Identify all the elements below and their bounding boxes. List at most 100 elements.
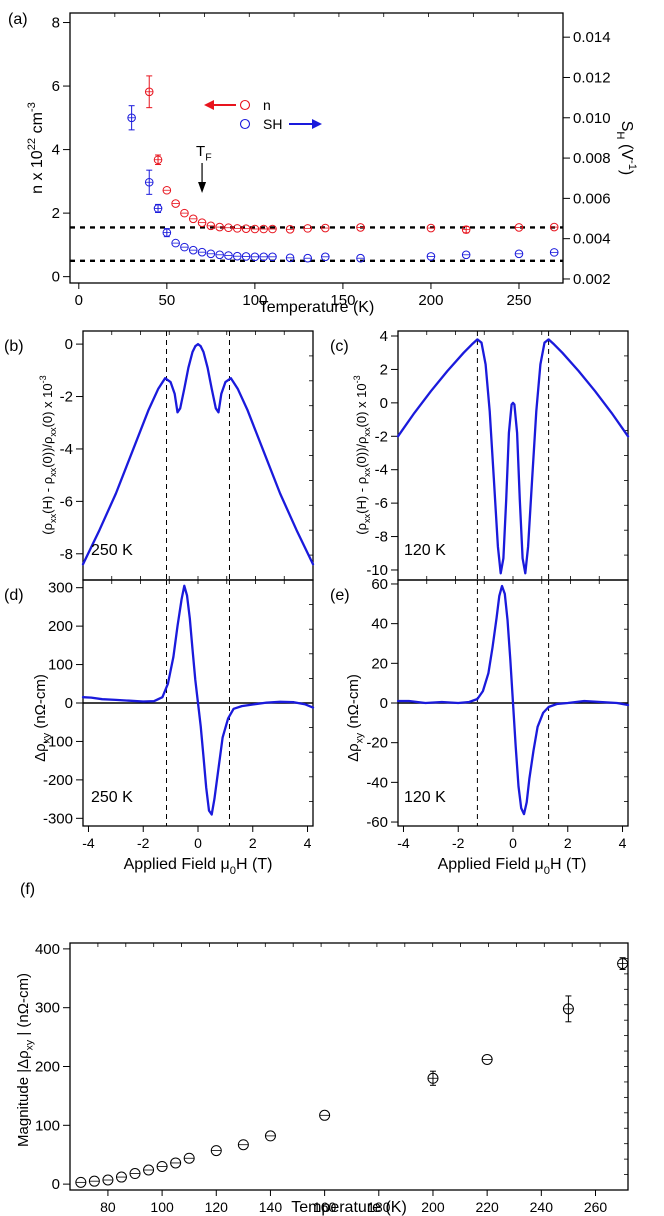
panel-a-x-tick-label: 50 [158,292,175,309]
panel-e-temperature-label: 120 K [404,789,446,806]
panel-f-x-tick-label: 120 [205,1199,229,1215]
panel-c-y-tick-label: -4 [375,462,388,479]
panel-e-y-tick-label: -40 [366,774,388,791]
panel-d-x-tick-label: 4 [304,835,312,851]
panel-d-x-tick-label: 2 [249,835,257,851]
panel-b-y-tick-label: 0 [65,336,73,353]
panel-d-y-axis-label: Δρxy (nΩ-cm) [32,674,53,762]
panel-e-y-tick-label: 0 [380,695,388,712]
panel-c-y-tick-label: -10 [366,562,388,579]
panel-e-x-axis-label: Applied Field μ0H (T) [438,856,587,877]
panel-e-x-tick-label: -4 [397,835,410,851]
panel-f-label: (f) [20,881,35,898]
panel-a-x-axis-label: Temperature (K) [259,299,375,316]
panel-a-y-axis-label: n x 1022 cm-3 [26,102,46,194]
panel-e-y-tick-label: 20 [371,655,388,672]
panel-d-x-tick-label: 0 [194,835,202,851]
panel-d-y-tick-label: 200 [48,618,73,635]
panel-e-y-tick-label: 40 [371,616,388,633]
panel-a-y-tick-label: 8 [52,15,60,32]
panel-e-curve [396,584,630,816]
panel-d-x-tick-label: -2 [137,835,150,851]
panel-f-x-tick-label: 80 [100,1199,116,1215]
panel-d-y-tick-label: 300 [48,580,73,597]
panel-c-temperature-label: 120 K [404,542,446,559]
panel-f-x-tick-label: 140 [259,1199,283,1215]
panel-a-y-tick-label: 0 [52,269,60,286]
panel-a-frame [69,12,564,284]
panel-e-x-tick-label: 4 [619,835,627,851]
panel-c-y-tick-label: 4 [380,328,388,345]
panel-a-y2-tick-label: 0.006 [573,190,611,207]
panel-f-y-tick-label: 100 [35,1117,60,1134]
panel-f-y-axis-label: Magnitude |Δρxy | (nΩ-cm) [15,973,36,1147]
legend-n-arrowhead [204,100,214,110]
panel-c-label: (c) [330,338,349,355]
panel-d-x-axis-label: Applied Field μ0H (T) [124,856,273,877]
panel-a-y2-tick-label: 0.014 [573,29,611,46]
panel-e-y-tick-label: -60 [366,814,388,831]
panel-a-y2-tick-label: 0.002 [573,271,611,288]
legend-n-label: n [263,97,271,113]
panel-b-y-axis-label: (ρxx(H) - ρxx(0))/ρxx(0) x 10-3 [38,375,58,534]
panel-b-y-tick-label: -4 [60,441,73,458]
panel-c-y-axis-label: (ρxx(H) - ρxx(0))/ρxx(0) x 10-3 [352,375,372,534]
panel-f-x-tick-label: 260 [584,1199,608,1215]
panel-b-y-tick-label: -2 [60,389,73,406]
panel-e-x-tick-label: -2 [452,835,465,851]
panel-f-x-tick-label: 220 [475,1199,499,1215]
panel-a-annotation: TF [196,143,212,164]
panel-c-y-tick-label: -6 [375,495,388,512]
panel-f-y-tick-label: 300 [35,1000,60,1017]
panel-f-x-axis-label: Temperature (K) [291,1199,407,1216]
legend-n-marker [239,99,251,111]
panel-f-x-tick-label: 200 [421,1199,445,1215]
panel-b-y-tick-label: -8 [60,546,73,563]
panel-a-y2-axis-label: SH (V-1) [614,121,638,176]
panel-c-curve [396,338,630,575]
panel-a-y-tick-label: 6 [52,78,60,95]
panel-a-y2-tick-label: 0.010 [573,110,611,127]
panel-e-label: (e) [330,587,350,604]
panel-a-y2-tick-label: 0.012 [573,69,611,86]
panel-d-y-tick-label: -200 [43,772,73,789]
panel-c-y-tick-label: 0 [380,395,388,412]
panel-d-y-tick-label: 0 [65,695,73,712]
panel-d-y-tick-label: -100 [43,733,73,750]
panel-e-y-axis-label: Δρxy (nΩ-cm) [345,674,366,762]
panel-a-x-tick-label: 100 [242,292,267,309]
plot-layer: (a) 0 2 4 6 8 0.002 0.004 0.006 0.008 0.010 0.012 0.… [4,11,638,1216]
panel-a-annotation-arrowhead [198,182,207,193]
panel-f-x-tick-label: 180 [367,1199,391,1215]
panel-a-x-tick-label: 200 [418,292,443,309]
panel-e-x-tick-label: 0 [509,835,517,851]
panel-d-temperature-label: 250 K [91,789,133,806]
panel-e-y-tick-label: -20 [366,735,388,752]
legend-sh-marker [239,118,251,130]
panel-d-x-tick-label: -4 [82,835,95,851]
panel-f-x-tick-label: 160 [313,1199,337,1215]
panel-d-label: (d) [4,587,24,604]
panel-a-y2-tick-label: 0.008 [573,150,611,167]
panel-f-x-tick-label: 100 [150,1199,174,1215]
panel-b-temperature-label: 250 K [91,542,133,559]
panel-a-x-tick-label: 150 [330,292,355,309]
panel-d-curve [81,584,315,816]
panel-b-curve [81,342,315,566]
panel-b-label: (b) [4,338,24,355]
panel-f-frame [69,942,629,1191]
panel-f-x-tick-label: 240 [530,1199,554,1215]
panel-c-y-tick-label: -8 [375,529,388,546]
panel-a-x-tick-label: 0 [75,292,83,309]
panel-c-y-tick-label: -2 [375,428,388,445]
legend-sh-arrowhead [312,119,322,129]
panel-a-y-tick-label: 4 [52,142,60,159]
panel-a-y2-tick-label: 0.004 [573,231,611,248]
panel-e-x-tick-label: 2 [564,835,572,851]
panel-f-y-tick-label: 0 [52,1176,60,1193]
legend-sh-label: SH [263,116,282,132]
panel-b-y-tick-label: -6 [60,493,73,510]
panel-c-y-tick-label: 2 [380,361,388,378]
panel-d-y-tick-label: 100 [48,657,73,674]
